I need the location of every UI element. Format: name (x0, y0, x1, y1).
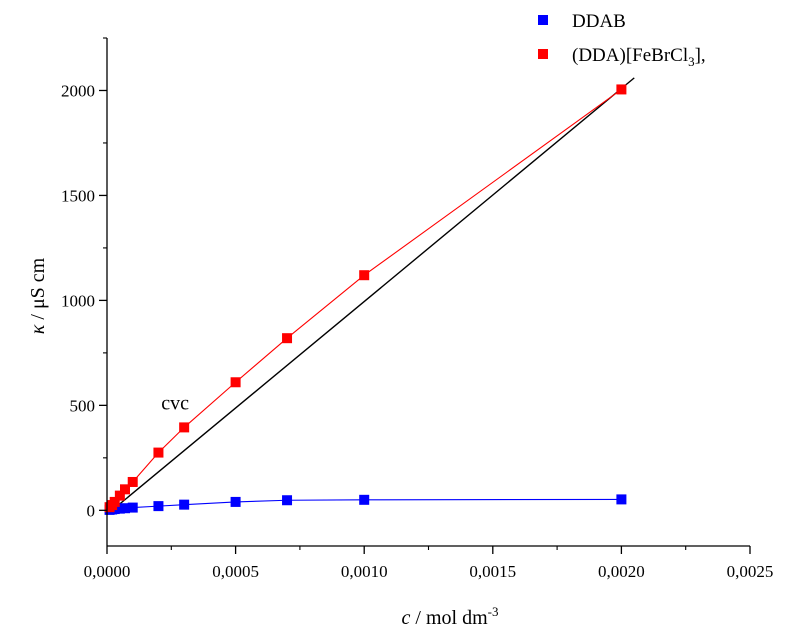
x-axis-title: c / mol dm-3 (402, 604, 499, 629)
plot-area (104, 77, 635, 516)
x-tick-label: 0,0015 (469, 562, 516, 581)
x-axis-var: c (402, 607, 411, 629)
data-point-ddda (120, 484, 131, 495)
legend-label-ddda-tail: ], (695, 45, 706, 66)
axes (106, 38, 750, 547)
data-point-ddab (230, 496, 241, 507)
data-point-ddab (282, 495, 293, 506)
data-point-ddda (109, 496, 120, 507)
data-point-ddda (153, 447, 164, 458)
legend: DDAB (DDA)[FeBrCl3], (538, 11, 706, 69)
tick-marks: 0,0000 0,0005 0,0010 0,0015 0,0020 0,0025 0 500… (61, 37, 774, 581)
x-tick-label: 0,0000 (84, 562, 131, 581)
data-point-ddda (230, 377, 241, 388)
data-point-ddab (179, 499, 190, 510)
legend-label-ddda-subscript: 3 (688, 54, 695, 69)
legend-label-ddab: DDAB (572, 11, 626, 32)
y-tick-label: 1500 (61, 186, 95, 205)
y-axis-unit: / μS cm (27, 257, 49, 324)
data-point-ddab (153, 501, 164, 512)
y-tick-label: 1000 (61, 291, 95, 310)
legend-label-ddda: (DDA)[FeBrCl3], (572, 45, 706, 69)
y-tick-label: 500 (70, 396, 96, 415)
legend-label-ddda-main: (DDA)[FeBrCl (572, 45, 688, 66)
y-tick-label: 2000 (61, 81, 95, 100)
y-tick-label: 0 (87, 501, 96, 520)
annotation-cvc: cvc (161, 393, 189, 415)
data-point-ddda (114, 490, 125, 501)
data-point-ddab (114, 503, 125, 514)
x-axis-unit-exponent: -3 (488, 604, 499, 619)
x-tick-label: 0,0025 (727, 562, 774, 581)
data-point-ddda (179, 422, 190, 433)
legend-marker-ddda (538, 49, 548, 59)
data-point-ddda (616, 84, 627, 95)
x-tick-label: 0,0005 (212, 562, 259, 581)
data-point-ddab (616, 494, 627, 505)
y-axis-title: κ / μS cm (27, 257, 49, 334)
data-point-ddab (127, 502, 138, 513)
data-point-ddda (282, 333, 293, 344)
fit-line (106, 77, 635, 516)
data-point-ddda (127, 476, 138, 487)
data-point-ddab (359, 494, 370, 505)
x-tick-label: 0,0020 (598, 562, 645, 581)
data-point-ddda (359, 270, 370, 281)
y-axis-var: κ (27, 324, 49, 334)
legend-marker-ddab (538, 15, 548, 25)
x-tick-label: 0,0010 (341, 562, 388, 581)
data-point-ddab (120, 503, 131, 514)
x-axis-unit: / mol dm (410, 607, 488, 629)
